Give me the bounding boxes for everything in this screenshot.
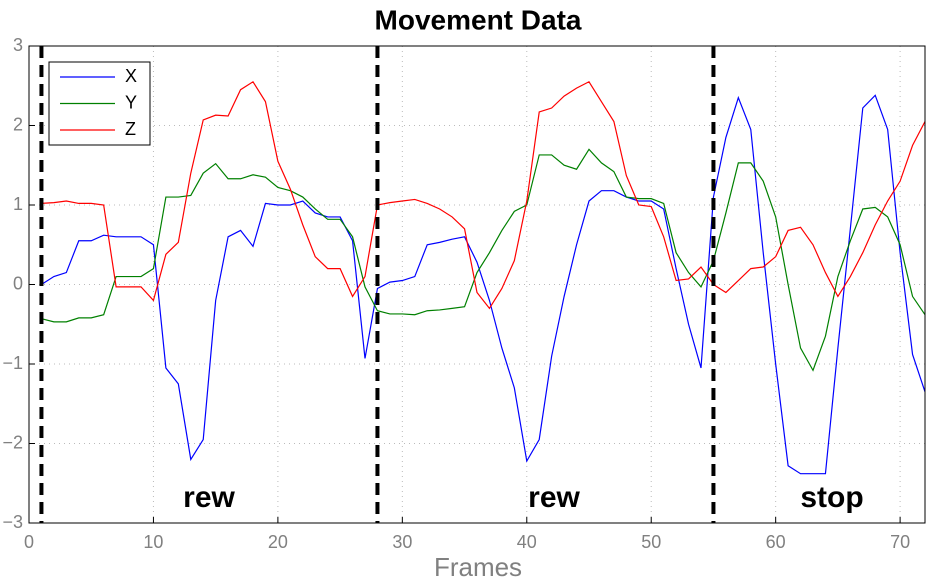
y-tick-label: −3 — [2, 512, 23, 532]
x-tick-label: 20 — [268, 532, 288, 552]
x-tick-label: 60 — [766, 532, 786, 552]
x-tick-label: 30 — [392, 532, 412, 552]
plot-frame — [28, 45, 926, 524]
x-tick-label: 10 — [143, 532, 163, 552]
annotation: stop — [800, 481, 863, 514]
legend-label: X — [125, 66, 137, 86]
y-tick-label: 2 — [13, 114, 23, 134]
series-line — [41, 80, 926, 310]
y-tick-label: −2 — [2, 432, 23, 452]
y-tick-label: 3 — [13, 35, 23, 55]
x-tick-label: 50 — [641, 532, 661, 552]
x-tick-label: 0 — [24, 532, 34, 552]
annotation: rew — [528, 481, 580, 514]
legend-label: Y — [125, 92, 137, 112]
annotation: rew — [183, 481, 235, 514]
y-tick-label: 0 — [13, 273, 23, 293]
chart-title: Movement Data — [375, 4, 582, 35]
series-line — [41, 94, 926, 475]
series-line — [41, 148, 926, 372]
x-tick-label: 40 — [517, 532, 537, 552]
y-tick-label: −1 — [2, 353, 23, 373]
x-tick-label: 70 — [890, 532, 910, 552]
legend-label: Z — [125, 119, 136, 139]
x-axis-label: Frames — [434, 552, 522, 581]
y-tick-label: 1 — [13, 194, 23, 214]
